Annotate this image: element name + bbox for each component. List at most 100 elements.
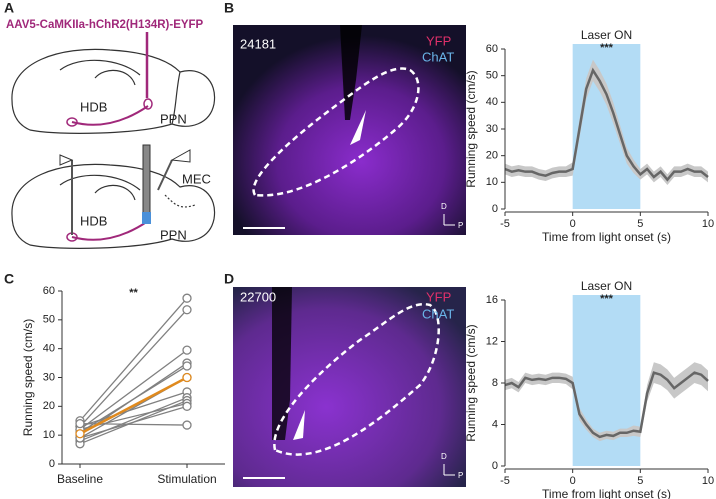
subject-line	[79, 391, 188, 428]
electrode	[157, 159, 173, 191]
panel-label: A	[4, 0, 14, 16]
subject-point	[182, 401, 192, 411]
y-tick-label: 20	[486, 150, 498, 162]
x-tick-label: Baseline	[57, 472, 103, 486]
y-tick-label: 50	[486, 70, 498, 82]
channel: YFP	[426, 289, 451, 304]
y-tick-label: 60	[43, 285, 55, 297]
subject-line	[79, 309, 188, 427]
orientation	[443, 214, 455, 226]
y-axis-label: Running speed (cm/s)	[464, 324, 478, 441]
orientation	[443, 464, 455, 476]
region	[143, 98, 153, 110]
virus-label: AAV5-CaMKIIa-hChR2(H134R)-EYFP	[6, 19, 204, 31]
y-tick-label: 10	[43, 429, 55, 441]
orientation-label: P	[458, 221, 463, 230]
y-axis-label: Running speed (cm/s)	[21, 319, 35, 436]
x-tick-label: 10	[702, 475, 714, 487]
x-axis-label: Time from light onset (s)	[542, 230, 671, 244]
region-label: PPN	[160, 227, 187, 242]
y-tick-label: 40	[486, 96, 498, 108]
x-tick-label: Stimulation	[157, 472, 216, 486]
x-tick-label: 5	[637, 218, 643, 230]
electrode-tip	[170, 149, 191, 163]
y-axis-label: Running speed (cm/s)	[464, 70, 478, 187]
orientation-label: D	[441, 452, 447, 461]
subject-point	[182, 345, 192, 355]
subject-line	[79, 349, 188, 430]
y-tick-label: 60	[486, 43, 498, 55]
laser-window	[572, 44, 641, 209]
region-label: MEC	[182, 171, 211, 186]
significance: ***	[600, 293, 614, 305]
line	[504, 371, 709, 439]
x-tick-label: -5	[500, 218, 510, 230]
x-tick-label: 0	[570, 475, 576, 487]
subject-line	[79, 397, 188, 442]
projection	[71, 220, 149, 241]
track	[340, 25, 362, 120]
y-tick-label: 40	[43, 343, 55, 355]
subject-point	[182, 305, 192, 315]
projection	[71, 105, 149, 126]
annotation: Laser ON	[581, 279, 632, 293]
brain-schematic	[11, 48, 216, 134]
subject-point	[182, 361, 192, 371]
electrode-tip	[59, 154, 74, 166]
arrowhead	[293, 410, 305, 440]
line	[504, 67, 709, 182]
x-tick-label: 0	[570, 218, 576, 230]
y-tick-label: 4	[492, 418, 498, 430]
subject-point	[75, 418, 85, 429]
light-spot	[142, 212, 151, 224]
y-tick-label: 50	[43, 314, 55, 326]
panel-label: D	[224, 271, 234, 287]
region	[66, 117, 78, 127]
channel: YFP	[426, 33, 451, 48]
y-tick-label: 0	[49, 458, 55, 470]
y-tick-label: 20	[43, 400, 55, 412]
subject-point	[182, 420, 192, 430]
panel-label: C	[4, 271, 14, 287]
roi-outline	[273, 302, 440, 456]
annotation: Laser ON	[581, 28, 632, 42]
y-tick-label: 12	[486, 335, 498, 347]
roi-outline	[252, 67, 420, 197]
subject-line	[79, 297, 188, 422]
laser-window	[572, 295, 641, 466]
region-label: HDB	[80, 213, 107, 228]
x-tick-label: 10	[702, 218, 714, 230]
y-tick-label: 10	[486, 176, 498, 188]
subject-point	[182, 293, 192, 303]
x-tick-label: -5	[500, 475, 510, 487]
channel: ChAT	[422, 306, 454, 321]
region-label: PPN	[160, 111, 187, 126]
y-tick-label: 30	[486, 123, 498, 135]
error-band	[505, 362, 708, 442]
subject-point	[75, 429, 85, 439]
track	[272, 287, 292, 440]
orientation-label: P	[458, 471, 463, 480]
animal-id: 24181	[240, 36, 276, 51]
micrograph	[233, 287, 466, 487]
y-tick-label: 30	[43, 371, 55, 383]
subject-line	[79, 405, 188, 439]
orientation-label: D	[441, 202, 447, 211]
animal-id: 22700	[240, 289, 276, 304]
panel-label: B	[224, 0, 234, 16]
y-tick-label: 0	[492, 460, 498, 472]
x-axis-label: Time from light onset (s)	[542, 487, 671, 499]
fiber	[142, 144, 151, 221]
significance: **	[129, 287, 138, 299]
subject-point	[182, 372, 192, 383]
significance: ***	[600, 42, 614, 54]
y-tick-label: 8	[492, 377, 498, 389]
brain-schematic	[11, 163, 216, 249]
y-tick-label: 0	[492, 203, 498, 215]
x-tick-label: 5	[637, 475, 643, 487]
region-label: HDB	[80, 99, 107, 114]
subject-line	[79, 376, 188, 435]
arrowhead	[350, 110, 366, 145]
channel: ChAT	[422, 49, 454, 64]
